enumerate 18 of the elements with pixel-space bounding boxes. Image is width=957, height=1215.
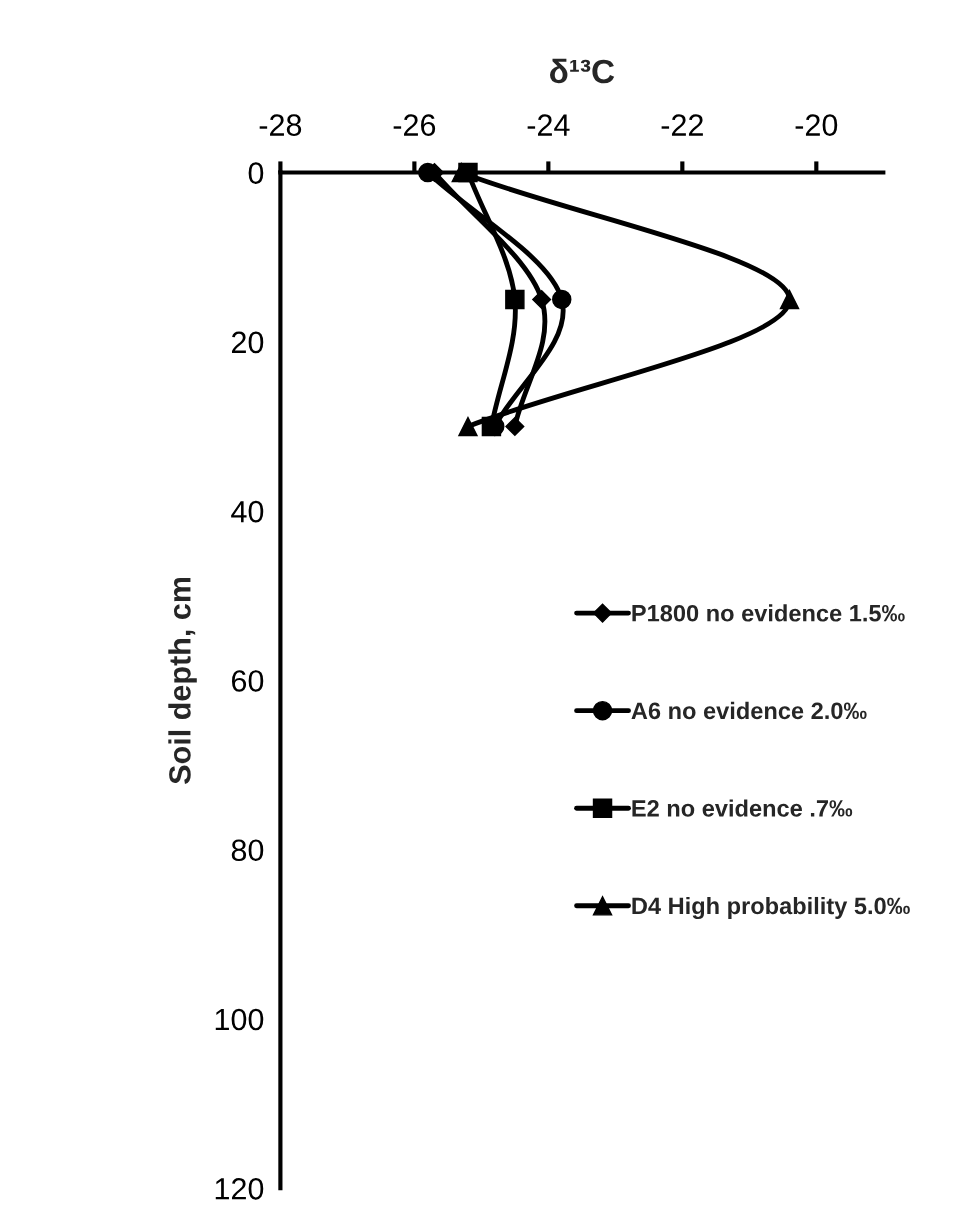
- legend-label: A6 no evidence 2.0‰: [631, 701, 867, 720]
- x-tick-label: -22: [661, 114, 703, 136]
- legend-label: E2 no evidence .7‰: [632, 799, 853, 817]
- x-axis-title: δ¹³C: [550, 58, 615, 84]
- legend-label: P1800 no evidence 1.5‰: [632, 604, 905, 622]
- x-tick-label: -28: [259, 114, 302, 136]
- legend-label: D4 High probability 5.0‰: [632, 896, 910, 920]
- x-tick-label: -24: [527, 114, 570, 136]
- y-tick-label: 60: [232, 670, 264, 692]
- y-tick-label: 120: [215, 1178, 264, 1200]
- y-tick-label: 0: [248, 162, 264, 184]
- y-tick-label: 40: [231, 500, 264, 523]
- y-axis-title: Soil depth, cm: [168, 577, 197, 784]
- x-tick-label: -20: [795, 114, 838, 136]
- y-tick-label: 100: [215, 1008, 264, 1031]
- x-tick-label: -26: [393, 114, 436, 136]
- y-tick-label: 20: [231, 331, 264, 354]
- y-tick-label: 80: [231, 839, 264, 862]
